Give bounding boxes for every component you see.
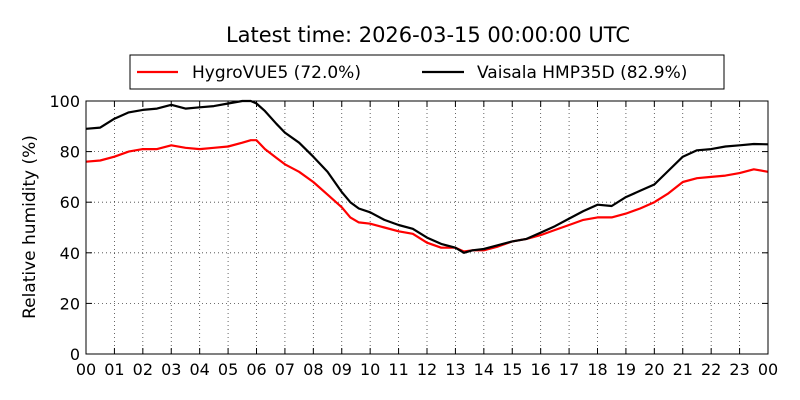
- y-tick-label: 0: [70, 345, 80, 364]
- x-tick-label: 12: [417, 360, 437, 379]
- x-tick-label: 20: [644, 360, 664, 379]
- x-tick-label: 11: [388, 360, 408, 379]
- x-tick-label: 00: [758, 360, 778, 379]
- chart-legend: HygroVUE5 (72.0%) Vaisala HMP35D (82.9%): [129, 54, 725, 90]
- x-tick-label: 23: [729, 360, 749, 379]
- x-tick-label: 17: [559, 360, 579, 379]
- plot-frame: [85, 100, 769, 355]
- y-tick-label: 100: [49, 92, 80, 111]
- x-tick-label: 03: [161, 360, 181, 379]
- x-tick-label: 07: [275, 360, 295, 379]
- series-line-vaisala-hmp35d: [85, 99, 769, 254]
- series-layer: [85, 99, 769, 254]
- x-tick-labels: 00 01 02 03 04 05 06 07 08 09 10 11 12 13 14 15 16 17 18 19…: [76, 360, 778, 379]
- y-tick-labels: 0 20 40 60 80 100: [49, 92, 80, 364]
- x-tick-label: 10: [360, 360, 380, 379]
- x-tick-label: 21: [673, 360, 693, 379]
- y-axis-label: Relative humidity (%): [20, 135, 40, 319]
- legend-label-vaisala: Vaisala HMP35D (82.9%): [477, 63, 687, 83]
- x-tick-label: 22: [701, 360, 721, 379]
- x-tick-label: 08: [303, 360, 323, 379]
- x-tick-label: 01: [104, 360, 124, 379]
- x-tick-label: 05: [218, 360, 238, 379]
- legend-label-hygrovue5: HygroVUE5 (72.0%): [192, 63, 361, 83]
- x-tick-label: 15: [502, 360, 522, 379]
- x-tick-label: 04: [189, 360, 209, 379]
- y-tick-label: 40: [60, 244, 80, 263]
- x-tick-label: 18: [587, 360, 607, 379]
- grid-lines: [86, 101, 768, 354]
- y-tick-label: 80: [60, 143, 80, 162]
- x-tick-label: 14: [474, 360, 494, 379]
- y-tick-label: 60: [60, 193, 80, 212]
- axis-ticks: [85, 100, 769, 355]
- x-tick-label: 09: [332, 360, 352, 379]
- x-tick-label: 02: [133, 360, 153, 379]
- x-tick-label: 19: [616, 360, 636, 379]
- x-tick-label: 13: [445, 360, 465, 379]
- chart-title: Latest time: 2026-03-15 00:00:00 UTC: [226, 23, 630, 47]
- series-line-hygrovue5: [85, 139, 769, 253]
- y-tick-label: 20: [60, 294, 80, 313]
- x-tick-label: 06: [246, 360, 266, 379]
- x-tick-label: 16: [530, 360, 550, 379]
- x-tick-label: 00: [76, 360, 96, 379]
